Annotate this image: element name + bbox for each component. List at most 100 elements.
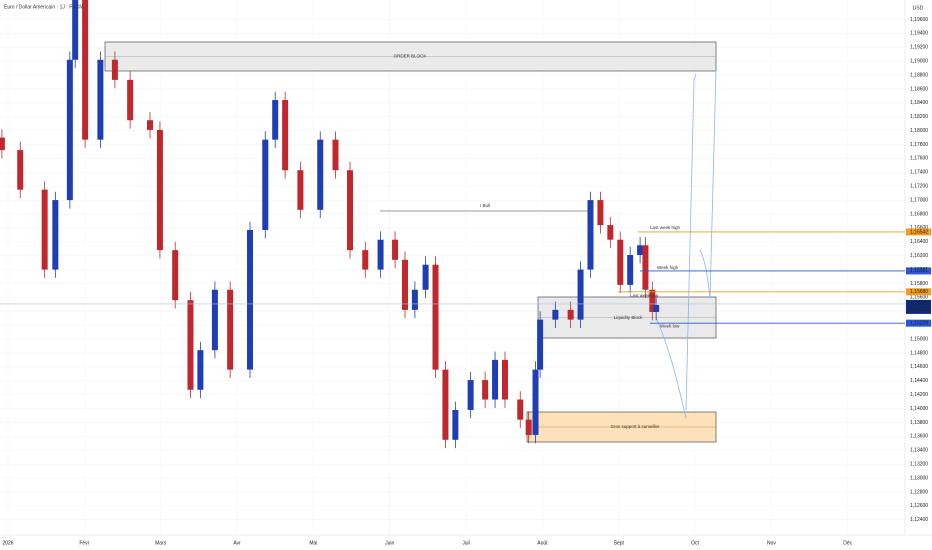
candle-body: [637, 245, 644, 255]
axes: 1,19600 1,19400 1,19200 1,19000 1,18800 1,186…: [2, 17, 931, 546]
level-price-box: [906, 267, 931, 275]
y-tick-label: 1,18400: [910, 100, 928, 106]
candle-body: [627, 254, 634, 285]
y-tick-label: 1,18200: [910, 114, 928, 120]
y-tick-label: 1,19000: [910, 58, 928, 64]
y-tick-label: 1,15000: [910, 336, 928, 342]
y-tick-label: 1,15800: [910, 281, 928, 287]
x-tick-label: Févr: [79, 540, 89, 546]
y-tick-label: 1,12400: [910, 517, 928, 523]
candle-body: [401, 259, 408, 310]
y-tick-label: 1,12800: [910, 489, 928, 495]
level-name: Week high: [657, 265, 679, 270]
candle-body: [517, 399, 524, 420]
y-tick-label: 1,17600: [910, 156, 928, 162]
candle-body: [111, 59, 118, 80]
support-label: Gros support à surveiller: [610, 424, 660, 429]
candle-body: [432, 264, 439, 370]
y-tick-label: 1,13000: [910, 475, 928, 481]
levels: Last week high Week high Last week low Week…: [0, 225, 905, 328]
currency-label: USD: [913, 5, 924, 11]
candle-body: [377, 239, 384, 270]
level-name: Last week high: [650, 225, 681, 230]
candle-body: [332, 139, 339, 171]
candle-body: [392, 239, 399, 260]
candles: [0, 0, 660, 449]
candle-body: [282, 100, 289, 171]
candle-body: [607, 225, 614, 240]
candle-body: [642, 245, 649, 290]
candle-body: [211, 289, 218, 351]
candle-body: [297, 170, 304, 210]
candle-body: [66, 59, 73, 201]
y-tick-label: 1,13200: [910, 461, 928, 467]
x-tick-label: Avr: [233, 540, 241, 546]
candle-body: [501, 359, 508, 400]
y-tick-label: 1,13600: [910, 434, 928, 440]
x-tick-label: Août: [537, 540, 548, 546]
level-price-label: 1,16542: [910, 229, 928, 235]
candle-body: [247, 229, 254, 370]
y-tick-label: 1,14600: [910, 364, 928, 370]
candle-body: [41, 189, 48, 270]
candle-body: [52, 200, 59, 270]
candle-body: [587, 200, 594, 270]
y-tick-label: 1,16600: [910, 225, 928, 231]
candle-body: [617, 239, 624, 285]
level-price-label: 1,15229: [910, 320, 928, 326]
x-tick-label: Mars: [155, 540, 167, 546]
x-tick-label: Juil: [462, 540, 470, 546]
y-tick-label: 1,17400: [910, 170, 928, 176]
x-tick-label: Nov: [767, 540, 776, 546]
candle-body: [197, 350, 204, 390]
y-tick-label: 1,13400: [910, 448, 928, 454]
candle-body: [127, 79, 134, 121]
level-price-box: [906, 228, 931, 236]
y-tick-label: 1,17800: [910, 142, 928, 148]
y-tick-label: 1,18800: [910, 72, 928, 78]
candle-body: [147, 120, 154, 130]
y-tick-label: 1,19400: [910, 31, 928, 37]
candle-body: [653, 305, 660, 312]
current-price-label: 1,15506: [910, 301, 928, 307]
y-tick-label: 1,19200: [910, 45, 928, 51]
liquidity-block-label: Liquidity Block: [614, 315, 644, 320]
candle-body: [227, 289, 234, 370]
y-tick-label: 1,14000: [910, 406, 928, 412]
y-tick-label: 1,17200: [910, 184, 928, 190]
x-tick-label: Juin: [385, 540, 394, 546]
y-tick-label: 1,18600: [910, 86, 928, 92]
x-tick-label: Mai: [309, 540, 317, 546]
candle-body: [537, 319, 544, 370]
symbol-title: Euro / Dollar Américain · 1J · FXCM: [4, 4, 83, 10]
projection-path: [655, 69, 717, 419]
candle-body: [0, 137, 5, 151]
y-tick-label: 1,16800: [910, 211, 928, 217]
current-price-box: [906, 299, 931, 314]
candle-body: [597, 200, 604, 226]
candle-body: [17, 150, 24, 190]
y-tick-label: 1,16400: [910, 239, 928, 245]
candle-body: [492, 359, 499, 400]
level-price-label: 1,15680: [910, 289, 928, 295]
candle-body: [172, 250, 179, 301]
level-price-box: [906, 319, 931, 327]
y-tick-label: 1,19600: [910, 17, 928, 23]
candle-body: [362, 250, 369, 270]
order-block-label: ORDER BLOCK: [394, 54, 427, 59]
level-price-label: 1,15981: [910, 268, 928, 274]
x-tick-label: Oct: [691, 540, 699, 546]
candle-body: [97, 59, 104, 140]
bull-label: I Bull: [480, 203, 490, 208]
y-tick-label: 1,14200: [910, 392, 928, 398]
candle-body: [272, 100, 279, 140]
candle-body: [442, 369, 449, 440]
candle-body: [156, 129, 163, 251]
candle-body: [532, 369, 539, 435]
level-price-box: [906, 288, 931, 296]
candle-body: [482, 380, 489, 400]
candle-body: [317, 139, 324, 210]
candle-body: [525, 419, 532, 435]
candle-body: [567, 309, 574, 320]
